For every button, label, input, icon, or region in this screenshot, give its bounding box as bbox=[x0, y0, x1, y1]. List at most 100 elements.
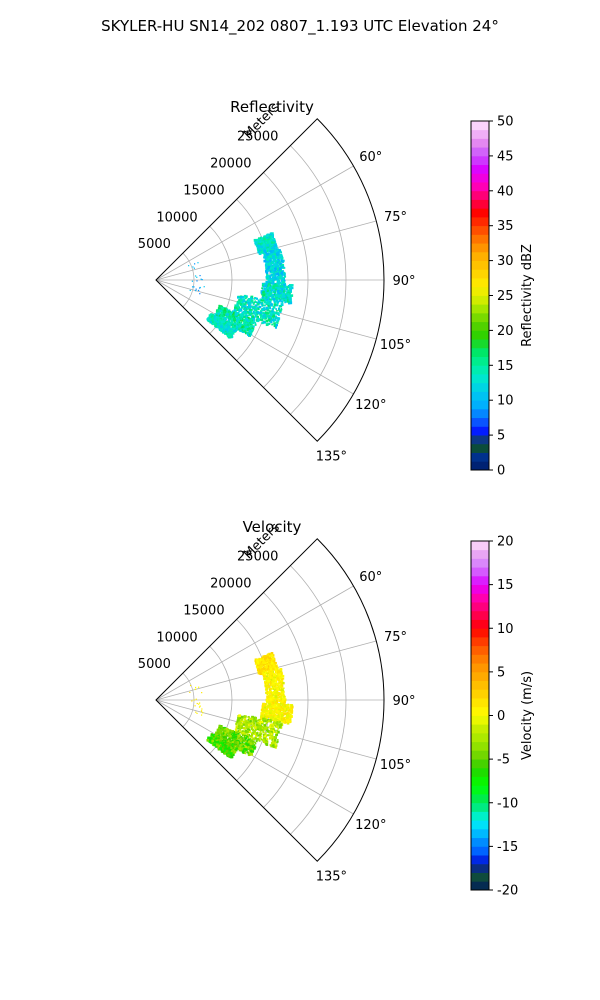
echo-gate bbox=[220, 323, 222, 325]
echo-gate bbox=[254, 296, 257, 300]
echo-gate bbox=[266, 659, 269, 662]
echo-gate bbox=[275, 299, 279, 302]
echo-gate bbox=[246, 328, 250, 331]
echo-gate bbox=[234, 747, 236, 749]
echo-gate bbox=[232, 753, 235, 756]
echo-gate bbox=[258, 733, 261, 736]
echo-gate bbox=[237, 719, 240, 722]
echo-gate bbox=[270, 737, 273, 739]
echo-gate bbox=[242, 723, 245, 726]
echo-gate bbox=[263, 284, 266, 286]
echo-gate bbox=[266, 704, 269, 707]
echo-gate bbox=[260, 247, 263, 250]
echo-gate bbox=[231, 740, 234, 743]
echo-gate bbox=[270, 664, 273, 667]
echo-gate bbox=[233, 331, 236, 333]
echo-gate bbox=[264, 315, 267, 318]
echo-gate bbox=[247, 737, 250, 740]
echo-gate bbox=[275, 288, 277, 291]
echo-gate bbox=[284, 285, 287, 288]
echo-gate bbox=[262, 739, 265, 742]
echo-gate bbox=[269, 238, 272, 241]
echo-gate bbox=[280, 290, 282, 293]
echo-gate bbox=[265, 658, 268, 661]
echo-gate bbox=[282, 681, 285, 685]
echo-gate bbox=[272, 664, 276, 667]
echo-gate bbox=[272, 693, 274, 696]
echo-gate bbox=[212, 318, 215, 321]
echo-gate bbox=[235, 329, 238, 331]
echo-gate bbox=[279, 681, 282, 684]
echo-gate bbox=[265, 315, 269, 318]
echo-gate bbox=[264, 264, 268, 267]
echo-gate bbox=[269, 250, 273, 253]
echo-gate bbox=[276, 688, 280, 691]
echo-gate bbox=[289, 705, 292, 709]
echo-gate bbox=[269, 667, 272, 669]
echo-gate bbox=[217, 313, 220, 316]
echo-gate bbox=[203, 286, 205, 288]
echo-gate bbox=[275, 697, 278, 700]
echo-gate bbox=[268, 315, 272, 319]
echo-gate bbox=[251, 746, 254, 748]
echo-gate bbox=[277, 687, 281, 691]
echo-gate bbox=[276, 289, 280, 293]
echo-gate bbox=[261, 240, 265, 244]
colorbar-segment bbox=[471, 400, 489, 410]
echo-gate bbox=[263, 661, 266, 664]
echo-gate bbox=[265, 703, 268, 705]
echo-gate bbox=[247, 738, 251, 742]
echo-gate bbox=[272, 261, 275, 264]
echo-gate bbox=[225, 727, 228, 730]
echo-gate bbox=[266, 734, 270, 737]
echo-gate bbox=[220, 325, 223, 329]
echo-gate bbox=[266, 687, 268, 689]
echo-gate bbox=[246, 720, 249, 723]
echo-gate bbox=[277, 257, 281, 260]
echo-gate bbox=[242, 327, 246, 331]
echo-gate bbox=[276, 721, 279, 723]
echo-gate bbox=[264, 297, 267, 299]
echo-gate bbox=[272, 317, 275, 319]
echo-gate bbox=[229, 754, 232, 757]
angular-gridline bbox=[155, 279, 354, 395]
echo-gate bbox=[239, 323, 243, 326]
echo-gate bbox=[265, 294, 268, 297]
echo-gate bbox=[221, 314, 225, 318]
echo-gate bbox=[256, 311, 259, 314]
echo-gate bbox=[273, 288, 276, 290]
echo-gate bbox=[269, 709, 273, 713]
echo-gate bbox=[216, 314, 219, 317]
echo-gate bbox=[265, 251, 268, 254]
echo-gate bbox=[246, 739, 249, 742]
echo-gate bbox=[267, 660, 270, 663]
echo-gate bbox=[266, 289, 270, 293]
echo-gate bbox=[267, 710, 271, 713]
colorbar-segment bbox=[471, 374, 489, 384]
echo-gate bbox=[233, 744, 236, 747]
colorbar-segment bbox=[471, 452, 489, 462]
echo-gate bbox=[271, 738, 274, 741]
echo-gate bbox=[238, 714, 241, 718]
echo-gate bbox=[261, 658, 264, 661]
echo-gate bbox=[260, 661, 263, 664]
echo-gate bbox=[266, 667, 269, 669]
echo-gate bbox=[260, 708, 264, 712]
echo-gate bbox=[278, 685, 281, 688]
echo-gate bbox=[281, 265, 284, 268]
echo-gate bbox=[246, 723, 250, 727]
echo-gate bbox=[265, 675, 268, 678]
echo-gate bbox=[284, 703, 286, 706]
echo-gate bbox=[237, 736, 240, 739]
echo-gate bbox=[281, 724, 283, 727]
echo-gate bbox=[233, 322, 236, 325]
echo-gate bbox=[256, 738, 259, 741]
echo-gate bbox=[261, 721, 264, 724]
echo-gate bbox=[273, 712, 275, 715]
echo-gate bbox=[263, 259, 267, 263]
echo-gate bbox=[220, 728, 222, 730]
echo-gate bbox=[232, 745, 235, 749]
echo-gate bbox=[243, 326, 245, 328]
echo-gate bbox=[279, 726, 281, 729]
